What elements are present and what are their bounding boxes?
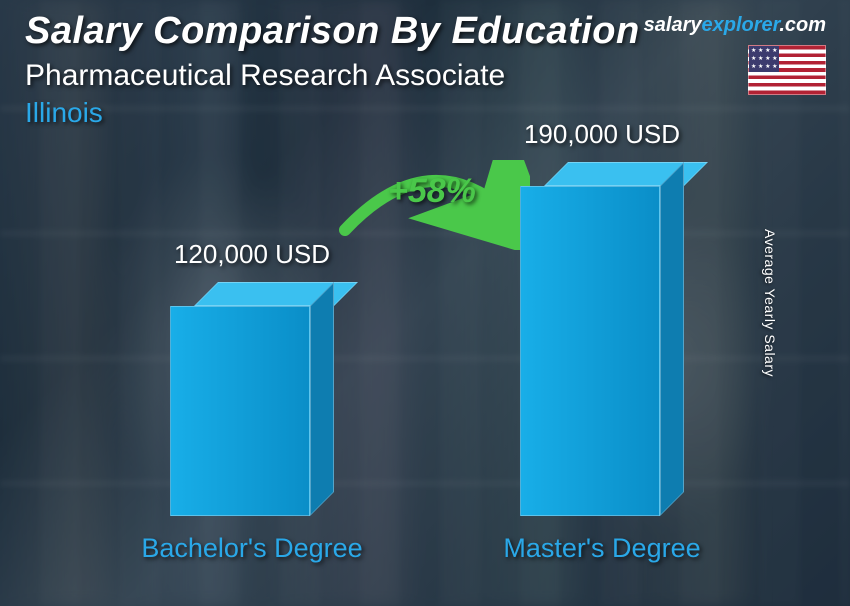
bar-side xyxy=(660,162,684,516)
bar-side xyxy=(310,282,334,516)
increase-arrow: +58% xyxy=(330,160,530,250)
brand-word-salary: salary xyxy=(644,14,702,36)
bar-value-label: 120,000 USD xyxy=(174,239,330,270)
brand-tld: .com xyxy=(779,14,826,36)
flag-icon xyxy=(748,45,826,95)
chart-area: +58% 120,000 USDBachelor's Degree190,000… xyxy=(0,160,850,576)
brand-word-explorer: explorer xyxy=(701,14,779,36)
bar-category-label: Bachelor's Degree xyxy=(141,533,362,564)
bar-0: 120,000 USDBachelor's Degree xyxy=(170,282,334,516)
bar-1: 190,000 USDMaster's Degree xyxy=(520,162,684,516)
bar-front xyxy=(170,306,310,516)
brand-block: salaryexplorer.com xyxy=(644,14,826,95)
bar-category-label: Master's Degree xyxy=(503,533,700,564)
infographic-root: Salary Comparison By Education Pharmaceu… xyxy=(0,0,850,606)
subtitle: Pharmaceutical Research Associate xyxy=(25,59,640,93)
brand-logo-text: salaryexplorer.com xyxy=(644,14,826,37)
bar-value-label: 190,000 USD xyxy=(524,119,680,150)
title-block: Salary Comparison By Education Pharmaceu… xyxy=(25,10,640,129)
main-title: Salary Comparison By Education xyxy=(25,10,640,53)
bar-front xyxy=(520,186,660,516)
percentage-increase: +58% xyxy=(388,172,476,211)
